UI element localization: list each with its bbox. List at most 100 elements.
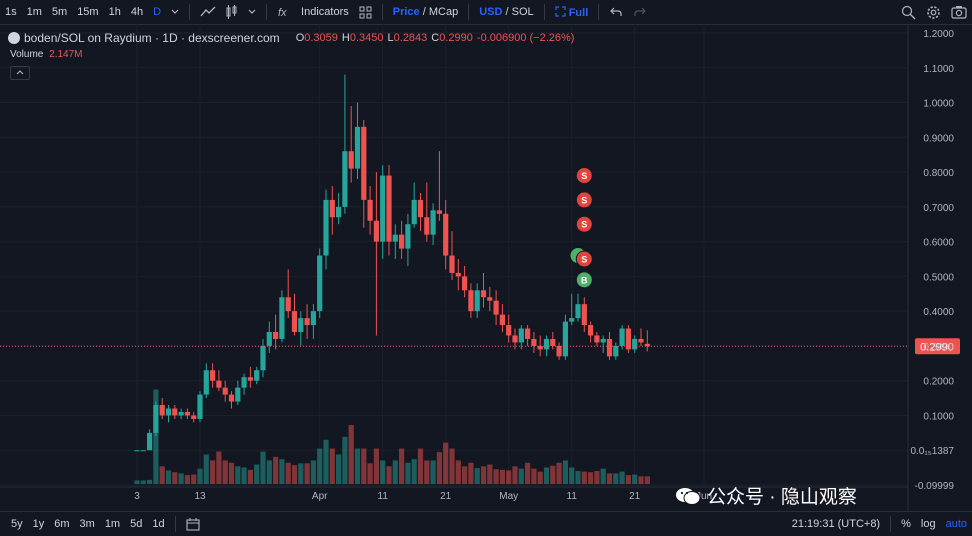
price-mcap-toggle[interactable]: Price / MCap [388, 6, 463, 18]
timeframe-15m[interactable]: 15m [77, 6, 99, 18]
camera-icon[interactable] [946, 5, 972, 19]
candle-body [480, 290, 487, 298]
sell-marker: S [575, 250, 593, 268]
candle-body [638, 338, 644, 343]
svg-text:fx: fx [278, 7, 287, 19]
volume-bar [399, 448, 405, 484]
indicators-icon[interactable]: fx [272, 5, 296, 19]
candle-body [575, 304, 581, 319]
price-option[interactable]: Price [392, 6, 420, 18]
candles-icon[interactable] [221, 5, 243, 19]
candle-body [361, 126, 367, 200]
timeframe-1h[interactable]: 1h [108, 6, 121, 18]
volume-bar [625, 475, 631, 484]
date-range-icon[interactable] [181, 517, 205, 531]
sol-option[interactable]: SOL [511, 6, 534, 18]
usd-sol-toggle[interactable]: USD / SOL [474, 6, 538, 18]
volume-bar [153, 389, 159, 484]
volume-bar [222, 460, 228, 484]
line-chart-icon[interactable] [195, 6, 221, 18]
volume-bar [499, 469, 505, 484]
candle-body [487, 297, 493, 301]
volume-bar [266, 460, 272, 484]
price-mcap-separator: / [422, 6, 426, 18]
candle-body [178, 411, 184, 416]
candle-body [197, 394, 203, 419]
candle-body [619, 328, 625, 346]
candle-body [411, 199, 417, 225]
undo-icon[interactable] [604, 6, 628, 18]
volume-bar [392, 460, 398, 484]
time-tick-label: 11 [567, 491, 578, 502]
redo-icon[interactable] [628, 6, 652, 18]
toolbar-right [896, 0, 972, 24]
full-label: Full [568, 6, 589, 19]
volume-bar [436, 452, 442, 484]
candle-body [518, 328, 524, 343]
volume-bar [354, 448, 361, 484]
candle-body [468, 290, 474, 312]
timeframe-1s[interactable]: 1s [5, 6, 17, 18]
timeframe-d[interactable]: D [153, 6, 162, 18]
last-price-tag [915, 338, 960, 355]
clock-time[interactable]: 21:19:31 (UTC+8) [791, 518, 881, 530]
fullscreen-button[interactable]: Full [550, 5, 594, 19]
auto-toggle[interactable]: auto [945, 518, 967, 530]
volume-bar [134, 480, 140, 484]
price-tick-label: 0.7000 [923, 203, 954, 214]
chart-title: boden/SOL on Raydium · 1D · dexscreener.… [24, 31, 280, 45]
range-1m[interactable]: 1m [104, 518, 121, 530]
indicators-button[interactable]: Indicators [301, 6, 349, 18]
buy-marker: B [575, 271, 593, 289]
range-6m[interactable]: 6m [54, 518, 70, 530]
volume-bar [172, 472, 178, 484]
fullscreen-icon [555, 5, 566, 17]
timeframe-1m[interactable]: 1m [26, 6, 42, 18]
collapse-legend-button[interactable] [10, 66, 30, 80]
volume-bar [178, 473, 184, 484]
candle-body [512, 335, 518, 343]
volume-bar [562, 460, 568, 484]
log-toggle[interactable]: log [920, 518, 936, 530]
candle-body [140, 450, 146, 452]
price-tick-label: 1.1000 [923, 64, 954, 75]
volume-bar [235, 466, 241, 484]
range-5d[interactable]: 5d [130, 518, 143, 530]
candle-body [367, 199, 373, 221]
candle-body [537, 345, 543, 350]
layout-grid-icon[interactable] [354, 6, 377, 19]
candle-body [260, 345, 266, 371]
volume-bar [348, 425, 354, 484]
percent-toggle[interactable]: % [901, 518, 911, 530]
time-tick-label: Apr [312, 491, 328, 502]
range-1y[interactable]: 1y [32, 518, 45, 530]
marker-label: S [581, 220, 587, 230]
gear-icon[interactable] [921, 5, 946, 20]
range-1d[interactable]: 1d [152, 518, 165, 530]
candle-body [266, 332, 272, 346]
chevron-down-icon[interactable] [166, 9, 184, 15]
range-3m[interactable]: 3m [79, 518, 95, 530]
price-tick-label: 1.0000 [923, 99, 954, 110]
candle-body [159, 405, 165, 416]
volume-bar [411, 459, 417, 484]
price-tick-label: 0.5000 [923, 272, 954, 283]
timeframe-4h[interactable]: 4h [130, 6, 144, 18]
mcap-option[interactable]: MCap [428, 6, 459, 18]
candle-body [613, 345, 619, 357]
chevron-down-icon[interactable] [243, 9, 261, 15]
toolbar-divider [468, 4, 470, 20]
high-value: 0.3450 [349, 32, 384, 44]
range-5y[interactable]: 5y [11, 518, 23, 530]
volume-bar [165, 470, 172, 484]
time-tick-label: Jun [696, 491, 712, 502]
timeframe-5m[interactable]: 5m [51, 6, 68, 18]
volume-bar [512, 466, 518, 484]
candle-body [285, 297, 291, 312]
bottom-right: 21:19:31 (UTC+8) % log auto [787, 512, 972, 536]
search-zoom-icon[interactable] [896, 5, 921, 20]
usd-option[interactable]: USD [479, 6, 503, 18]
candle-body [462, 276, 468, 291]
volume-bar [417, 448, 424, 484]
